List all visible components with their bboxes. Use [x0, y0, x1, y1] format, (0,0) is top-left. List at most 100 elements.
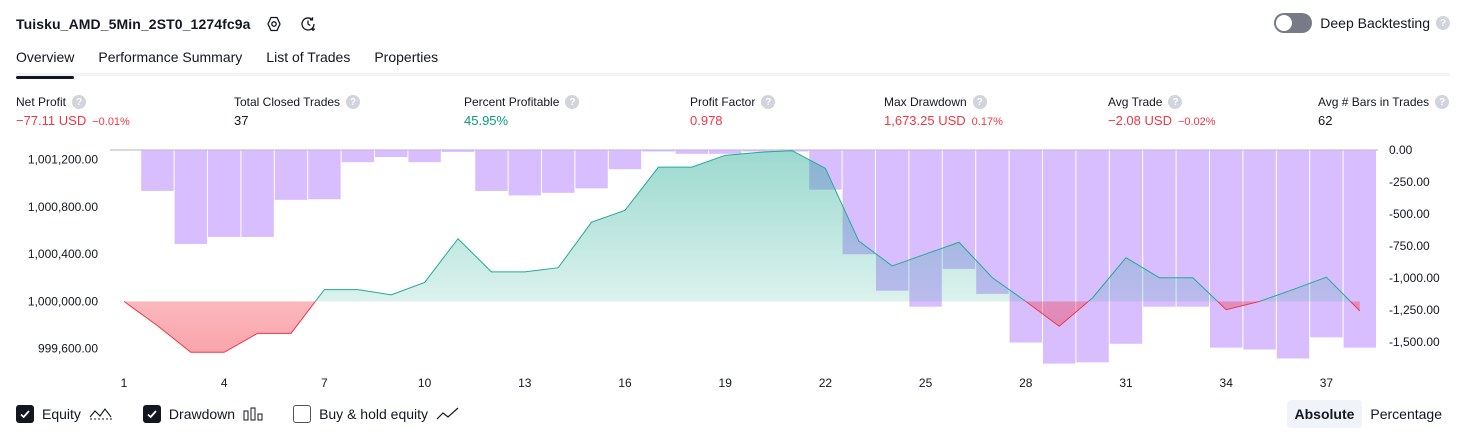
right-axis: 0.00 -250.00 -500.00 -750.00 -1,000.00 -1,250…	[1389, 143, 1440, 349]
equity-checkbox[interactable]	[16, 405, 34, 423]
metric-value: 37	[234, 113, 249, 128]
buy-hold-line-icon	[436, 407, 460, 421]
drawdown-bar	[675, 150, 708, 154]
right-tick-label: 0.00	[1389, 143, 1413, 157]
legend-label: Drawdown	[168, 406, 236, 422]
x-tick-label: 31	[1119, 376, 1133, 390]
chart-legend: Equity Drawdown Buy & hold equity	[16, 403, 490, 425]
drawdown-bar	[174, 150, 207, 245]
right-tick-label: -250.00	[1389, 175, 1430, 189]
metric-avg-trade: Avg Trade? −2.08 USD −0.02%	[1108, 94, 1216, 128]
drawdown-bar	[508, 150, 541, 196]
tab-list-of-trades[interactable]: List of Trades	[266, 49, 351, 65]
drawdown-bar	[709, 150, 742, 154]
value-mode-switch: Absolute Percentage	[1286, 400, 1451, 428]
x-tick-label: 25	[919, 376, 933, 390]
metric-percent-profitable: Percent Profitable? 45.95%	[464, 94, 580, 128]
equity-loss-area	[124, 301, 1360, 353]
drawdown-bar	[1276, 150, 1310, 359]
metric-total-closed-trades: Total Closed Trades? 37	[234, 94, 361, 128]
metric-value: 1,673.25 USD	[884, 113, 966, 128]
drawdown-bars	[110, 149, 1378, 364]
legend-drawdown[interactable]: Drawdown	[142, 405, 263, 423]
metric-label: Percent Profitable	[464, 95, 560, 109]
info-icon[interactable]: ?	[1168, 95, 1183, 109]
drawdown-bar	[1009, 150, 1042, 343]
drawdown-checkbox[interactable]	[142, 405, 161, 423]
metric-label: Avg Trade	[1108, 95, 1163, 109]
x-axis: 1 4 7 10 13 16 19 22 25 28 31 34 37	[121, 376, 1334, 390]
metric-value: 62	[1318, 113, 1333, 128]
x-tick-label: 4	[221, 376, 228, 390]
buy-hold-checkbox[interactable]	[293, 405, 312, 423]
equity-profit-line	[124, 150, 1352, 302]
drawdown-bar	[208, 150, 241, 237]
drawdown-bar	[1310, 150, 1343, 338]
metric-avg-bars-in-trades: Avg # Bars in Trades? 62	[1318, 94, 1450, 128]
drawdown-bar	[1076, 150, 1109, 363]
legend-buy-hold[interactable]: Buy & hold equity	[293, 405, 460, 423]
x-tick-label: 13	[518, 376, 532, 390]
info-icon[interactable]: ?	[972, 95, 987, 109]
drawdown-bar	[141, 150, 174, 191]
info-icon[interactable]: ?	[761, 95, 776, 109]
tab-properties[interactable]: Properties	[374, 49, 439, 65]
tab-overview[interactable]: Overview	[16, 46, 75, 79]
metric-percent: −0.02%	[1177, 116, 1216, 128]
metric-label: Total Closed Trades	[234, 95, 341, 109]
equity-lines	[123, 150, 1361, 353]
legend-label: Equity	[42, 406, 81, 422]
x-tick-label: 37	[1320, 376, 1334, 390]
info-icon[interactable]: ?	[565, 95, 580, 109]
drawdown-bar	[441, 150, 475, 152]
percentage-button[interactable]: Percentage	[1370, 406, 1442, 422]
drawdown-bar	[608, 150, 642, 170]
settings-icon[interactable]	[263, 13, 285, 35]
equity-profit-area	[315, 150, 1351, 302]
metric-max-drawdown: Max Drawdown? 1,673.25 USD 0.17%	[884, 94, 1003, 128]
left-tick-label: 999,600.00	[38, 342, 98, 356]
equity-areas	[124, 150, 1360, 353]
left-tick-label: 1,000,400.00	[28, 247, 98, 261]
drawdown-bar	[375, 150, 408, 158]
metric-percent: 0.17%	[971, 116, 1003, 128]
x-tick-label: 28	[1019, 376, 1033, 390]
info-icon[interactable]: ?	[72, 95, 87, 109]
drawdown-bar	[575, 150, 608, 189]
left-tick-label: 1,001,200.00	[28, 152, 98, 166]
x-tick-label: 19	[719, 376, 733, 390]
x-tick-label: 1	[121, 376, 128, 390]
right-tick-label: -750.00	[1389, 239, 1430, 253]
drawdown-bar	[1043, 150, 1076, 364]
metric-value: −77.11 USD	[16, 113, 87, 128]
drawdown-bar	[1210, 150, 1243, 348]
legend-label: Buy & hold equity	[319, 406, 429, 422]
refresh-clock-icon[interactable]	[297, 13, 319, 35]
x-tick-label: 16	[618, 376, 632, 390]
x-tick-label: 34	[1220, 376, 1234, 390]
metric-label: Net Profit	[16, 95, 67, 109]
tab-performance-summary[interactable]: Performance Summary	[98, 49, 243, 65]
strategy-header: Tuisku_AMD_5Min_2ST0_1274fc9a	[16, 12, 319, 36]
metric-label: Max Drawdown	[884, 95, 967, 109]
help-icon[interactable]: ?	[1436, 16, 1450, 30]
deep-backtesting: Deep Backtesting ?	[1274, 13, 1450, 33]
drawdown-bars-icon	[243, 407, 263, 421]
legend-equity[interactable]: Equity	[16, 405, 113, 423]
info-icon[interactable]: ?	[1435, 95, 1450, 109]
equity-chart[interactable]: 1,001,200.00 1,000,800.00 1,000,400.00 1,00…	[0, 140, 1466, 396]
drawdown-bar	[341, 150, 374, 163]
deep-backtesting-toggle[interactable]	[1274, 13, 1313, 33]
left-axis: 1,001,200.00 1,000,800.00 1,000,400.00 1,00…	[28, 152, 98, 355]
right-tick-label: -1,250.00	[1389, 303, 1440, 317]
metric-profit-factor: Profit Factor? 0.978	[690, 94, 776, 128]
left-tick-label: 1,000,800.00	[28, 200, 98, 214]
drawdown-bar	[1343, 150, 1376, 348]
equity-chart-svg[interactable]: 1,001,200.00 1,000,800.00 1,000,400.00 1,00…	[0, 140, 1466, 396]
drawdown-bar	[308, 150, 341, 200]
absolute-button[interactable]: Absolute	[1286, 400, 1363, 428]
drawdown-bar	[274, 150, 308, 200]
info-icon[interactable]: ?	[346, 95, 361, 109]
metric-label: Profit Factor	[690, 95, 756, 109]
x-tick-label: 10	[418, 376, 432, 390]
